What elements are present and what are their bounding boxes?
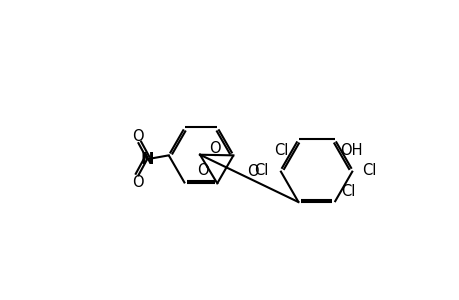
Text: N: N (140, 152, 154, 167)
Text: Cl: Cl (253, 163, 268, 178)
Text: O: O (246, 164, 258, 179)
Text: O: O (132, 175, 144, 190)
Text: Cl: Cl (341, 184, 355, 199)
Text: O: O (196, 164, 208, 178)
Text: Cl: Cl (274, 143, 288, 158)
Text: O: O (132, 129, 144, 144)
Text: Cl: Cl (362, 163, 376, 178)
Text: O: O (209, 141, 221, 156)
Text: OH: OH (340, 143, 362, 158)
